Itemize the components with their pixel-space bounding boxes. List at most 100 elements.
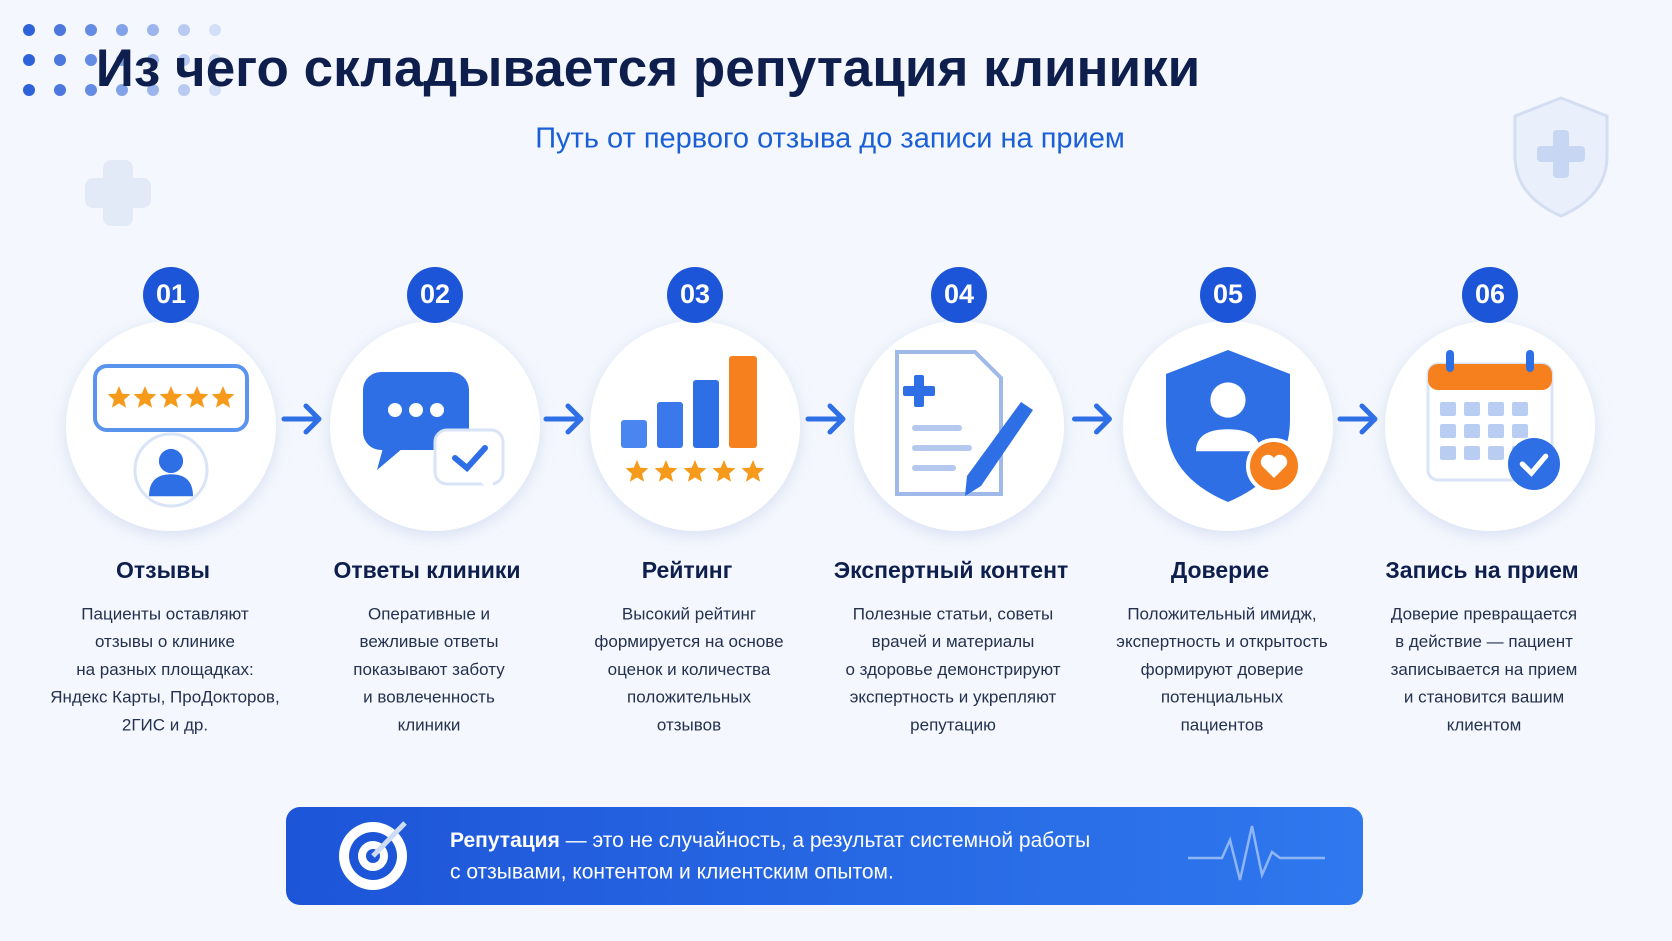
step-title: Экспертный контент <box>834 557 1068 583</box>
icon-shape <box>185 386 209 408</box>
icon-shape <box>712 460 736 482</box>
icon-shape <box>1526 350 1534 372</box>
step-number: 06 <box>1475 279 1505 309</box>
icon-shape <box>1488 446 1504 460</box>
icon-shape <box>1488 402 1504 416</box>
arrow <box>1072 403 1112 435</box>
icon-shape <box>377 448 403 470</box>
step-badge <box>1200 267 1256 323</box>
icon-shape <box>1512 424 1528 438</box>
icon-shape <box>1196 429 1260 452</box>
icon-shape <box>1428 364 1552 390</box>
step-description: Полезные статьи, советы <box>853 604 1054 623</box>
step-description: клиентом <box>1447 715 1522 734</box>
arrow <box>543 403 584 435</box>
dot <box>23 24 35 36</box>
icon-shape <box>741 460 765 482</box>
step-description: оценок и количества <box>608 660 771 679</box>
icon-shape <box>625 460 649 482</box>
step-title: Отзывы <box>116 557 210 583</box>
step-badge <box>1462 267 1518 323</box>
step-description: отзывы о клинике <box>95 632 235 651</box>
step-description: Положительный имидж, <box>1127 604 1316 623</box>
icon-shape <box>388 403 402 417</box>
decor-shield <box>1513 96 1609 218</box>
step-description: клиники <box>398 715 461 734</box>
icon-shape <box>1508 438 1560 490</box>
footer-icon <box>339 821 407 890</box>
step-description: и вовлеченность <box>363 688 495 707</box>
step-description: Оперативные и <box>368 604 490 623</box>
step-description: экспертность и открытость <box>1116 632 1328 651</box>
icon-shape <box>1488 424 1504 438</box>
step-description: вежливые ответы <box>360 632 499 651</box>
dot <box>147 24 159 36</box>
step-description: Высокий рейтинг <box>622 604 756 623</box>
icon-shape <box>693 380 719 448</box>
icon-shape <box>409 403 423 417</box>
dot <box>116 24 128 36</box>
step-number: 05 <box>1213 279 1243 309</box>
icon-shape <box>1440 402 1456 416</box>
icon-shape <box>1210 382 1246 418</box>
step-description: экспертность и укрепляют <box>850 688 1057 707</box>
step-description: формируют доверие <box>1141 660 1304 679</box>
step-number: 03 <box>680 279 710 309</box>
step-number: 04 <box>944 279 974 309</box>
footer-bold: Репутация <box>450 829 560 852</box>
footer-pulse <box>1188 825 1325 881</box>
step-description: положительных <box>627 688 751 707</box>
footer-line-2: с отзывами, контентом и клиентским опыто… <box>450 861 894 884</box>
icon-shape <box>1440 446 1456 460</box>
icon-shape <box>1464 402 1480 416</box>
footer-box <box>286 807 1363 905</box>
arrow <box>281 403 322 435</box>
step-description: Доверие превращается <box>1391 604 1577 623</box>
dot <box>23 84 35 96</box>
steps: 01 Отзывы Пациенты оставляют отзывы о клини… <box>50 267 1595 734</box>
step-description: записывается на прием <box>1391 660 1578 679</box>
dot <box>209 24 221 36</box>
step-description: 2ГИС и др. <box>122 715 208 734</box>
icon-shape <box>729 356 757 448</box>
step-title: Доверие <box>1171 557 1269 583</box>
icon-shape <box>654 460 678 482</box>
icon-shape <box>433 428 505 486</box>
icon-shape <box>211 386 235 408</box>
step-icon <box>1426 350 1560 490</box>
step-icon <box>1166 350 1302 502</box>
dot <box>85 84 97 96</box>
footer-line-1: Репутация — это не случайность, а резуль… <box>450 829 1090 852</box>
icon-shape <box>1512 402 1528 416</box>
icon-shape <box>683 460 707 482</box>
icon-shape <box>158 448 184 474</box>
step-title: Ответы клиники <box>334 557 521 583</box>
step-description: врачей и материалы <box>872 632 1035 651</box>
icon-shape <box>621 420 647 448</box>
dot <box>85 54 97 66</box>
icon-shape <box>1464 446 1480 460</box>
icon-shape <box>107 386 131 408</box>
icon-shape <box>149 474 193 497</box>
title: Из чего складывается репутация клиники <box>96 39 1200 98</box>
step-description: и становится вашим <box>1404 688 1564 707</box>
step-number: 01 <box>156 279 186 309</box>
step-description: Пациенты оставляют <box>81 604 249 623</box>
step-icon <box>895 350 1033 496</box>
dot <box>116 54 128 66</box>
step-description: на разных площадках: <box>76 660 254 679</box>
dot <box>147 84 159 96</box>
step-badge <box>407 267 463 323</box>
dot <box>178 54 190 66</box>
dot <box>116 84 128 96</box>
dot <box>147 54 159 66</box>
step-title: Запись на прием <box>1385 557 1578 583</box>
subtitle: Путь от первого отзыва до записи на прие… <box>535 123 1125 155</box>
dot <box>54 84 66 96</box>
icon-shape <box>481 482 493 496</box>
step-description: в действие — пациент <box>1395 632 1573 651</box>
icon-shape <box>657 402 683 448</box>
icon-shape <box>1519 453 1549 477</box>
